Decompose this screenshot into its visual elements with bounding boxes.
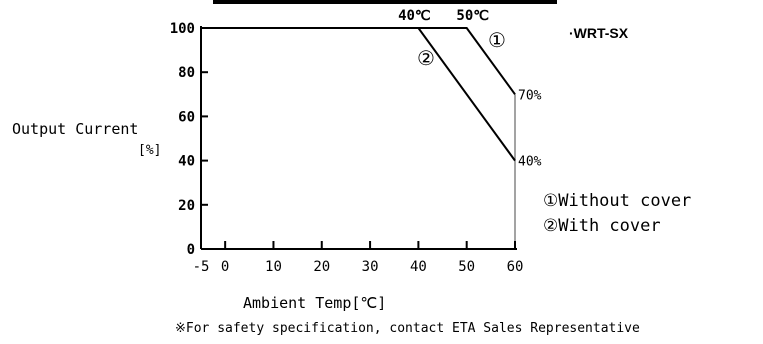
labels-group: 70% 40% 40℃ 50℃ ① ② ·WRT-SX ①Without cover ②With… [12, 8, 691, 336]
y-tick-label: 0 [187, 242, 195, 258]
series-group [201, 27, 516, 162]
y-tick-label: 80 [178, 65, 195, 81]
y-axis-label: Output Current [12, 120, 138, 138]
knee-label: 40℃ [398, 8, 431, 24]
model-label: ·WRT-SX [569, 25, 629, 41]
x-tick-label: -5 [193, 259, 210, 275]
series-end-label: 40% [518, 155, 542, 170]
x-tick-label: 10 [265, 259, 282, 275]
series-line-2 [201, 27, 516, 162]
series-marker-1: ① [488, 28, 506, 52]
x-axis-label: Ambient Temp[℃] [243, 294, 386, 312]
y-tick-label: 100 [170, 21, 195, 37]
x-tick-label: 30 [362, 259, 379, 275]
series-marker-2: ② [417, 46, 435, 70]
y-tick-label: 60 [178, 109, 195, 125]
y-tick-label: 20 [178, 198, 195, 214]
x-tick-label: 60 [507, 259, 524, 275]
y-axis-unit: [%] [138, 143, 161, 158]
x-tick-label: 20 [313, 259, 330, 275]
series-end-label: 70% [518, 88, 542, 103]
knee-label: 50℃ [456, 8, 489, 24]
x-tick-label: 0 [221, 259, 229, 275]
top-bar [213, 0, 557, 4]
x-tick-label: 40 [410, 259, 427, 275]
footnote: ※For safety specification, contact ETA S… [175, 321, 640, 336]
y-tick-label: 40 [178, 154, 195, 170]
series-line-1 [201, 27, 516, 95]
legend-item-1: ①Without cover [543, 191, 691, 211]
legend-item-2: ②With cover [543, 216, 661, 236]
x-tick-label: 50 [458, 259, 475, 275]
axes [200, 26, 517, 250]
